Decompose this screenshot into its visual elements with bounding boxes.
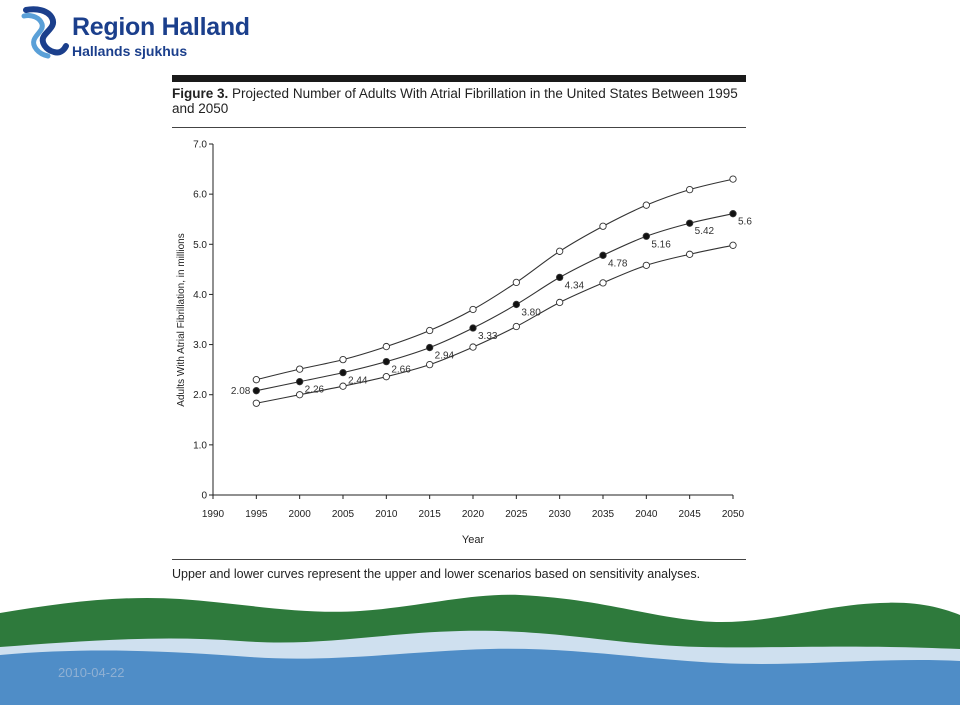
x-tick-label: 1995 <box>245 509 268 520</box>
decorative-waves <box>0 594 960 705</box>
data-label: 3.80 <box>521 307 541 318</box>
filled-point <box>686 219 694 227</box>
open-point <box>252 376 260 384</box>
open-point <box>686 185 694 194</box>
data-label: 5.16 <box>651 239 671 250</box>
open-point <box>339 355 347 364</box>
y-tick-label: 0 <box>201 491 207 502</box>
figure-label: Figure 3. <box>172 86 229 101</box>
open-point <box>642 201 650 209</box>
figure-rule-top <box>172 127 746 128</box>
series-line-2 <box>256 213 734 392</box>
chart-series <box>256 178 734 404</box>
y-tick-label: 2.0 <box>193 390 207 401</box>
y-tick-label: 7.0 <box>193 140 207 151</box>
x-tick-label: 2005 <box>332 509 355 520</box>
y-axis-label: Adults With Atrial Fibrillation, in mill… <box>176 233 187 406</box>
blue-wave <box>0 648 960 705</box>
footer-date: 2010-04-22 <box>58 665 125 680</box>
data-label: 4.78 <box>608 258 628 269</box>
y-tick-label: 1.0 <box>193 440 207 451</box>
region-halland-logo: Region Halland Hallands sjukhus <box>18 6 250 60</box>
logo-subtitle: Hallands sjukhus <box>72 43 188 59</box>
data-label: 2.08 <box>231 386 251 397</box>
x-tick-label: 2040 <box>635 509 658 520</box>
x-tick-label: 2045 <box>679 509 702 520</box>
open-point <box>512 322 520 331</box>
filled-point <box>252 387 260 395</box>
figure-title-text: Projected Number of Adults With Atrial F… <box>172 86 738 116</box>
data-label: 5.42 <box>695 226 715 237</box>
figure-title: Figure 3. Projected Number of Adults Wit… <box>172 86 742 116</box>
filled-point <box>469 324 477 332</box>
filled-point <box>729 210 737 218</box>
filled-point <box>512 300 520 309</box>
x-tick-label: 1990 <box>202 509 225 520</box>
x-tick-label: 2035 <box>592 509 615 520</box>
figure-top-bar <box>172 75 746 82</box>
chart-markers <box>252 175 737 407</box>
filled-point <box>339 369 347 377</box>
filled-point <box>599 251 607 259</box>
data-label: 3.33 <box>478 331 498 342</box>
y-tick-label: 3.0 <box>193 340 207 351</box>
x-tick-label: 2010 <box>375 509 398 520</box>
x-tick-label: 2025 <box>505 509 528 520</box>
figure-rule-bottom <box>172 559 746 560</box>
open-point <box>729 241 737 249</box>
x-tick-label: 2020 <box>462 509 485 520</box>
open-point <box>556 247 564 255</box>
open-point <box>686 250 694 258</box>
x-axis-label: Year <box>462 534 485 546</box>
data-label: 2.26 <box>305 385 325 396</box>
chart-axes: 0 1.0 2.0 3.0 4.0 5.0 6.0 7.0 1990 1995 2000 2005 20… <box>193 140 744 521</box>
filled-point <box>426 343 434 352</box>
x-tick-label: 2015 <box>419 509 442 520</box>
data-label: 4.34 <box>565 280 585 291</box>
open-point <box>729 175 737 183</box>
open-point <box>339 382 347 390</box>
open-point <box>599 279 607 287</box>
open-point <box>296 391 304 399</box>
open-point <box>599 222 607 230</box>
line-chart: 0 1.0 2.0 3.0 4.0 5.0 6.0 7.0 1990 1995 2000 2005 20… <box>176 140 752 547</box>
x-tick-label: 2000 <box>289 509 312 520</box>
open-point <box>426 360 434 369</box>
filled-point <box>556 273 564 282</box>
data-label: 2.94 <box>435 351 455 362</box>
open-point <box>426 326 434 335</box>
open-point <box>469 305 477 314</box>
filled-point <box>296 378 304 386</box>
open-point <box>382 342 390 351</box>
figure-note: Upper and lower curves represent the upp… <box>172 567 701 581</box>
open-point <box>469 343 477 351</box>
filled-point <box>382 357 390 366</box>
x-tick-label: 2030 <box>549 509 572 520</box>
data-label: 2.44 <box>348 376 368 387</box>
open-point <box>642 261 650 269</box>
open-point <box>252 399 260 407</box>
open-point <box>382 373 390 381</box>
data-label: 2.66 <box>391 365 411 376</box>
open-point <box>512 278 520 287</box>
logo-title: Region Halland <box>72 13 250 41</box>
open-point <box>296 365 304 373</box>
chart-data-labels: 2.08 2.26 2.44 2.66 2.94 3.33 3.80 4.34 4.78 5.16… <box>231 217 752 398</box>
y-tick-label: 6.0 <box>193 190 207 201</box>
y-tick-label: 5.0 <box>193 240 207 251</box>
data-label: 5.61 <box>738 217 752 228</box>
x-tick-label: 2050 <box>722 509 745 520</box>
open-point <box>556 298 564 307</box>
series-line-3 <box>256 244 734 404</box>
y-tick-label: 4.0 <box>193 290 207 301</box>
seahorse-logo-icon <box>21 6 69 59</box>
filled-point <box>642 232 650 240</box>
series-line-1 <box>256 178 734 381</box>
